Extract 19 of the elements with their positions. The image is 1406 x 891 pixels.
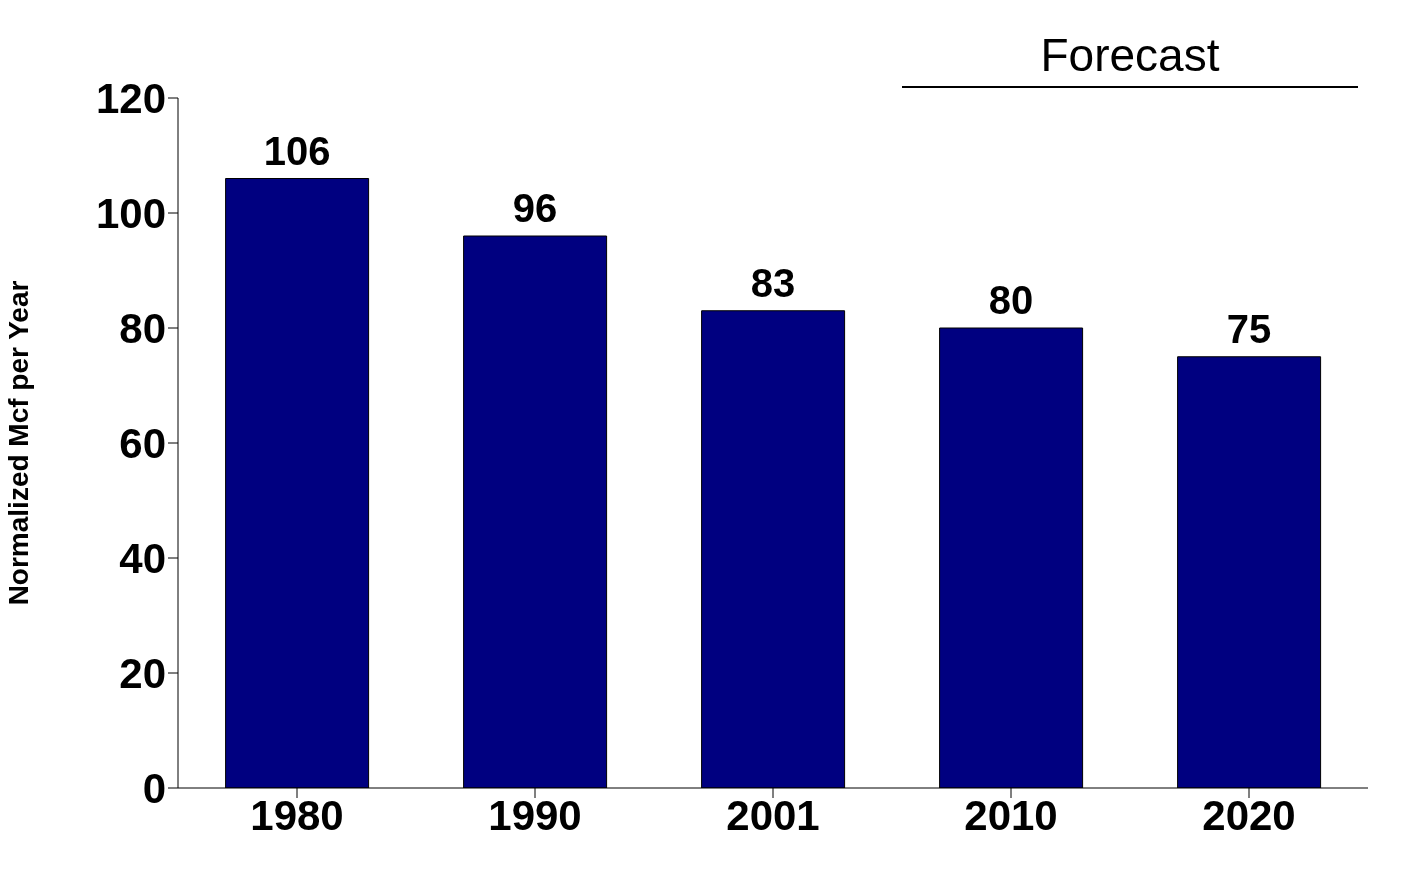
x-tick-label: 1990: [488, 791, 582, 839]
x-tick-label: 2001: [726, 791, 820, 839]
y-tick-label: 0: [142, 764, 166, 812]
y-tick-label: 20: [119, 649, 166, 697]
y-tick-label: 120: [95, 74, 166, 122]
data-label: 106: [263, 128, 331, 173]
x-tick-label: 2020: [1202, 791, 1296, 839]
data-label: 80: [988, 278, 1034, 322]
data-label: 75: [1226, 306, 1272, 351]
y-tick-label: 80: [119, 304, 166, 352]
x-tick-label: 2010: [964, 791, 1058, 839]
data-label: 96: [512, 186, 558, 230]
y-tick-label: 100: [95, 189, 166, 237]
y-axis-title: Normalized Mcf per Year: [2, 280, 34, 606]
x-tick-label: 1980: [250, 791, 344, 839]
data-label: 83: [750, 260, 796, 305]
y-tick-label: 40: [119, 534, 166, 582]
y-tick-label: 60: [119, 419, 166, 467]
text: Forecast: [1039, 28, 1221, 82]
